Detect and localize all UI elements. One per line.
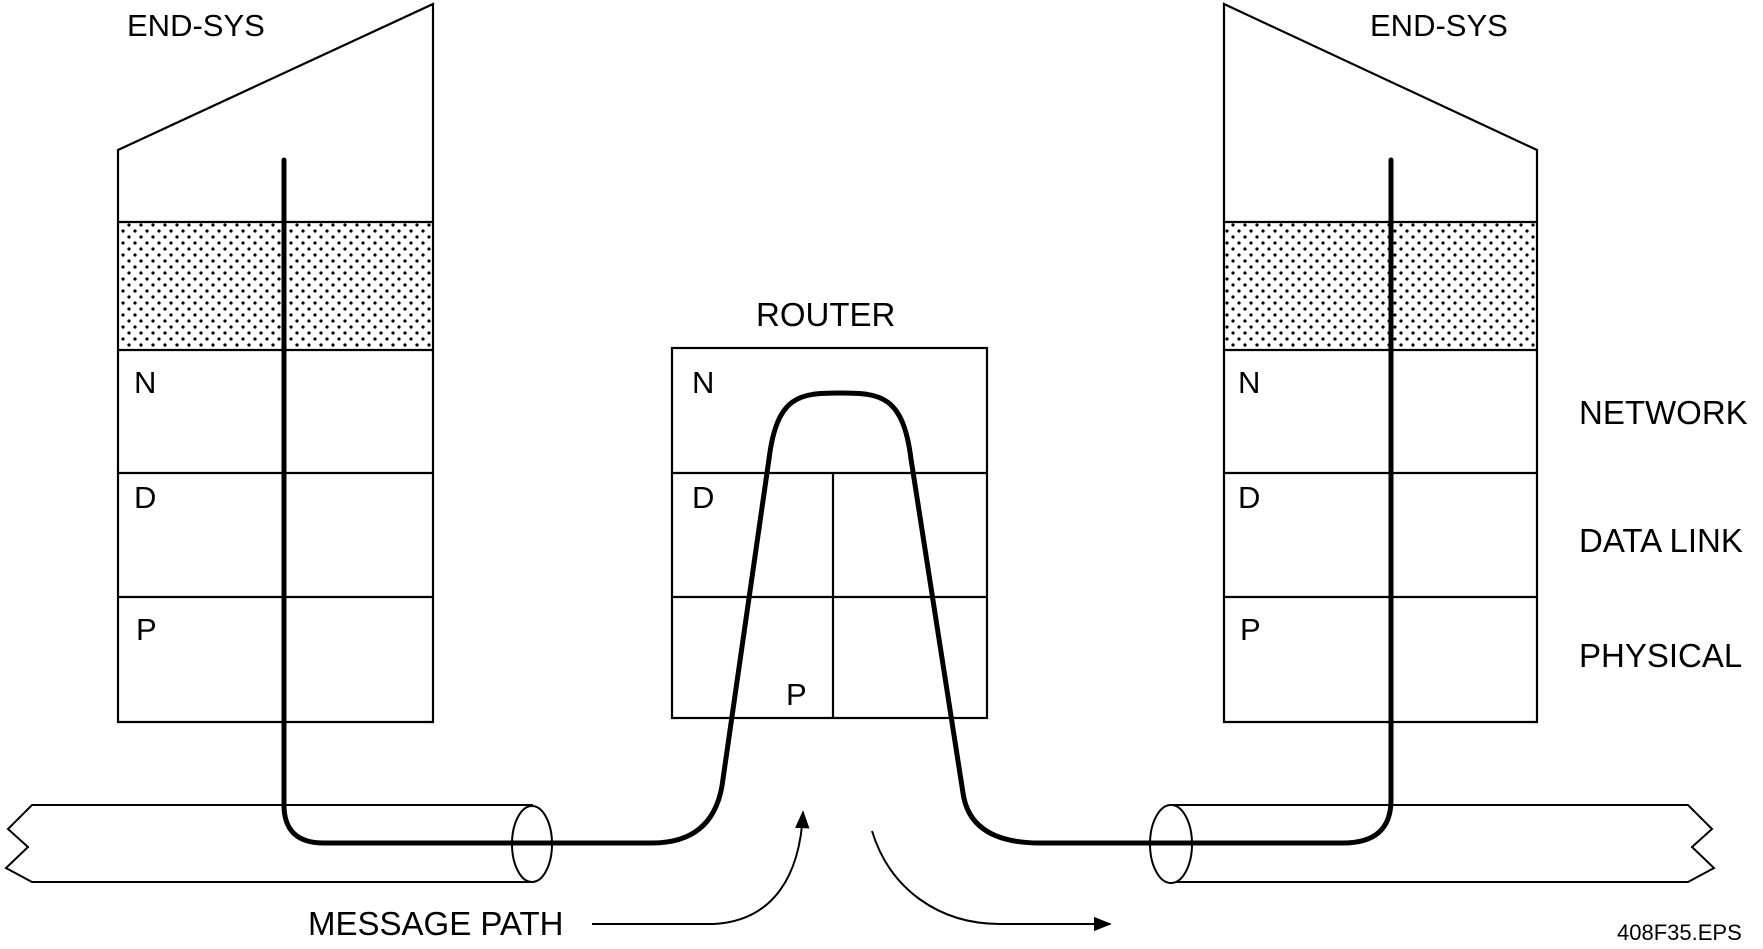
message-path-label: MESSAGE PATH (308, 905, 564, 942)
left-layer-p: P (136, 612, 157, 647)
right-system-roof (1222, 2, 1539, 724)
right-upper-layers-stipple (1225, 222, 1536, 350)
left-end-system: END-SYS N D P (116, 2, 435, 724)
left-layer-d: D (134, 480, 156, 515)
right-system-title: END-SYS (1370, 8, 1508, 43)
message-path-annotation: MESSAGE PATH (308, 810, 1112, 942)
message-path-line (281, 157, 1394, 846)
layer-names: NETWORK DATA LINK PHYSICAL (1579, 394, 1748, 674)
left-system-roof (116, 2, 435, 724)
router-layer-d: D (692, 480, 714, 515)
router-box (670, 346, 989, 720)
left-layer-n: N (134, 365, 156, 400)
layer-name-data-link: DATA LINK (1579, 522, 1743, 559)
router-layer-n: N (692, 365, 714, 400)
right-layer-d: D (1238, 480, 1260, 515)
layer-name-network: NETWORK (1579, 394, 1748, 431)
router: ROUTER N D P (670, 296, 989, 720)
router-layer-p: P (786, 677, 807, 712)
layer-name-physical: PHYSICAL (1579, 637, 1742, 674)
left-upper-layers-stipple (119, 222, 432, 350)
right-end-system: END-SYS N D P (1222, 2, 1539, 724)
right-layer-p: P (1240, 612, 1261, 647)
right-layer-n: N (1238, 365, 1260, 400)
left-cable-body (4, 804, 533, 883)
left-system-title: END-SYS (127, 8, 265, 43)
outgoing-arrow (871, 830, 1112, 932)
incoming-arrow (713, 810, 810, 925)
file-label: 408F35.EPS (1617, 920, 1742, 945)
router-title: ROUTER (756, 296, 895, 333)
right-cable-body (1170, 804, 1716, 883)
